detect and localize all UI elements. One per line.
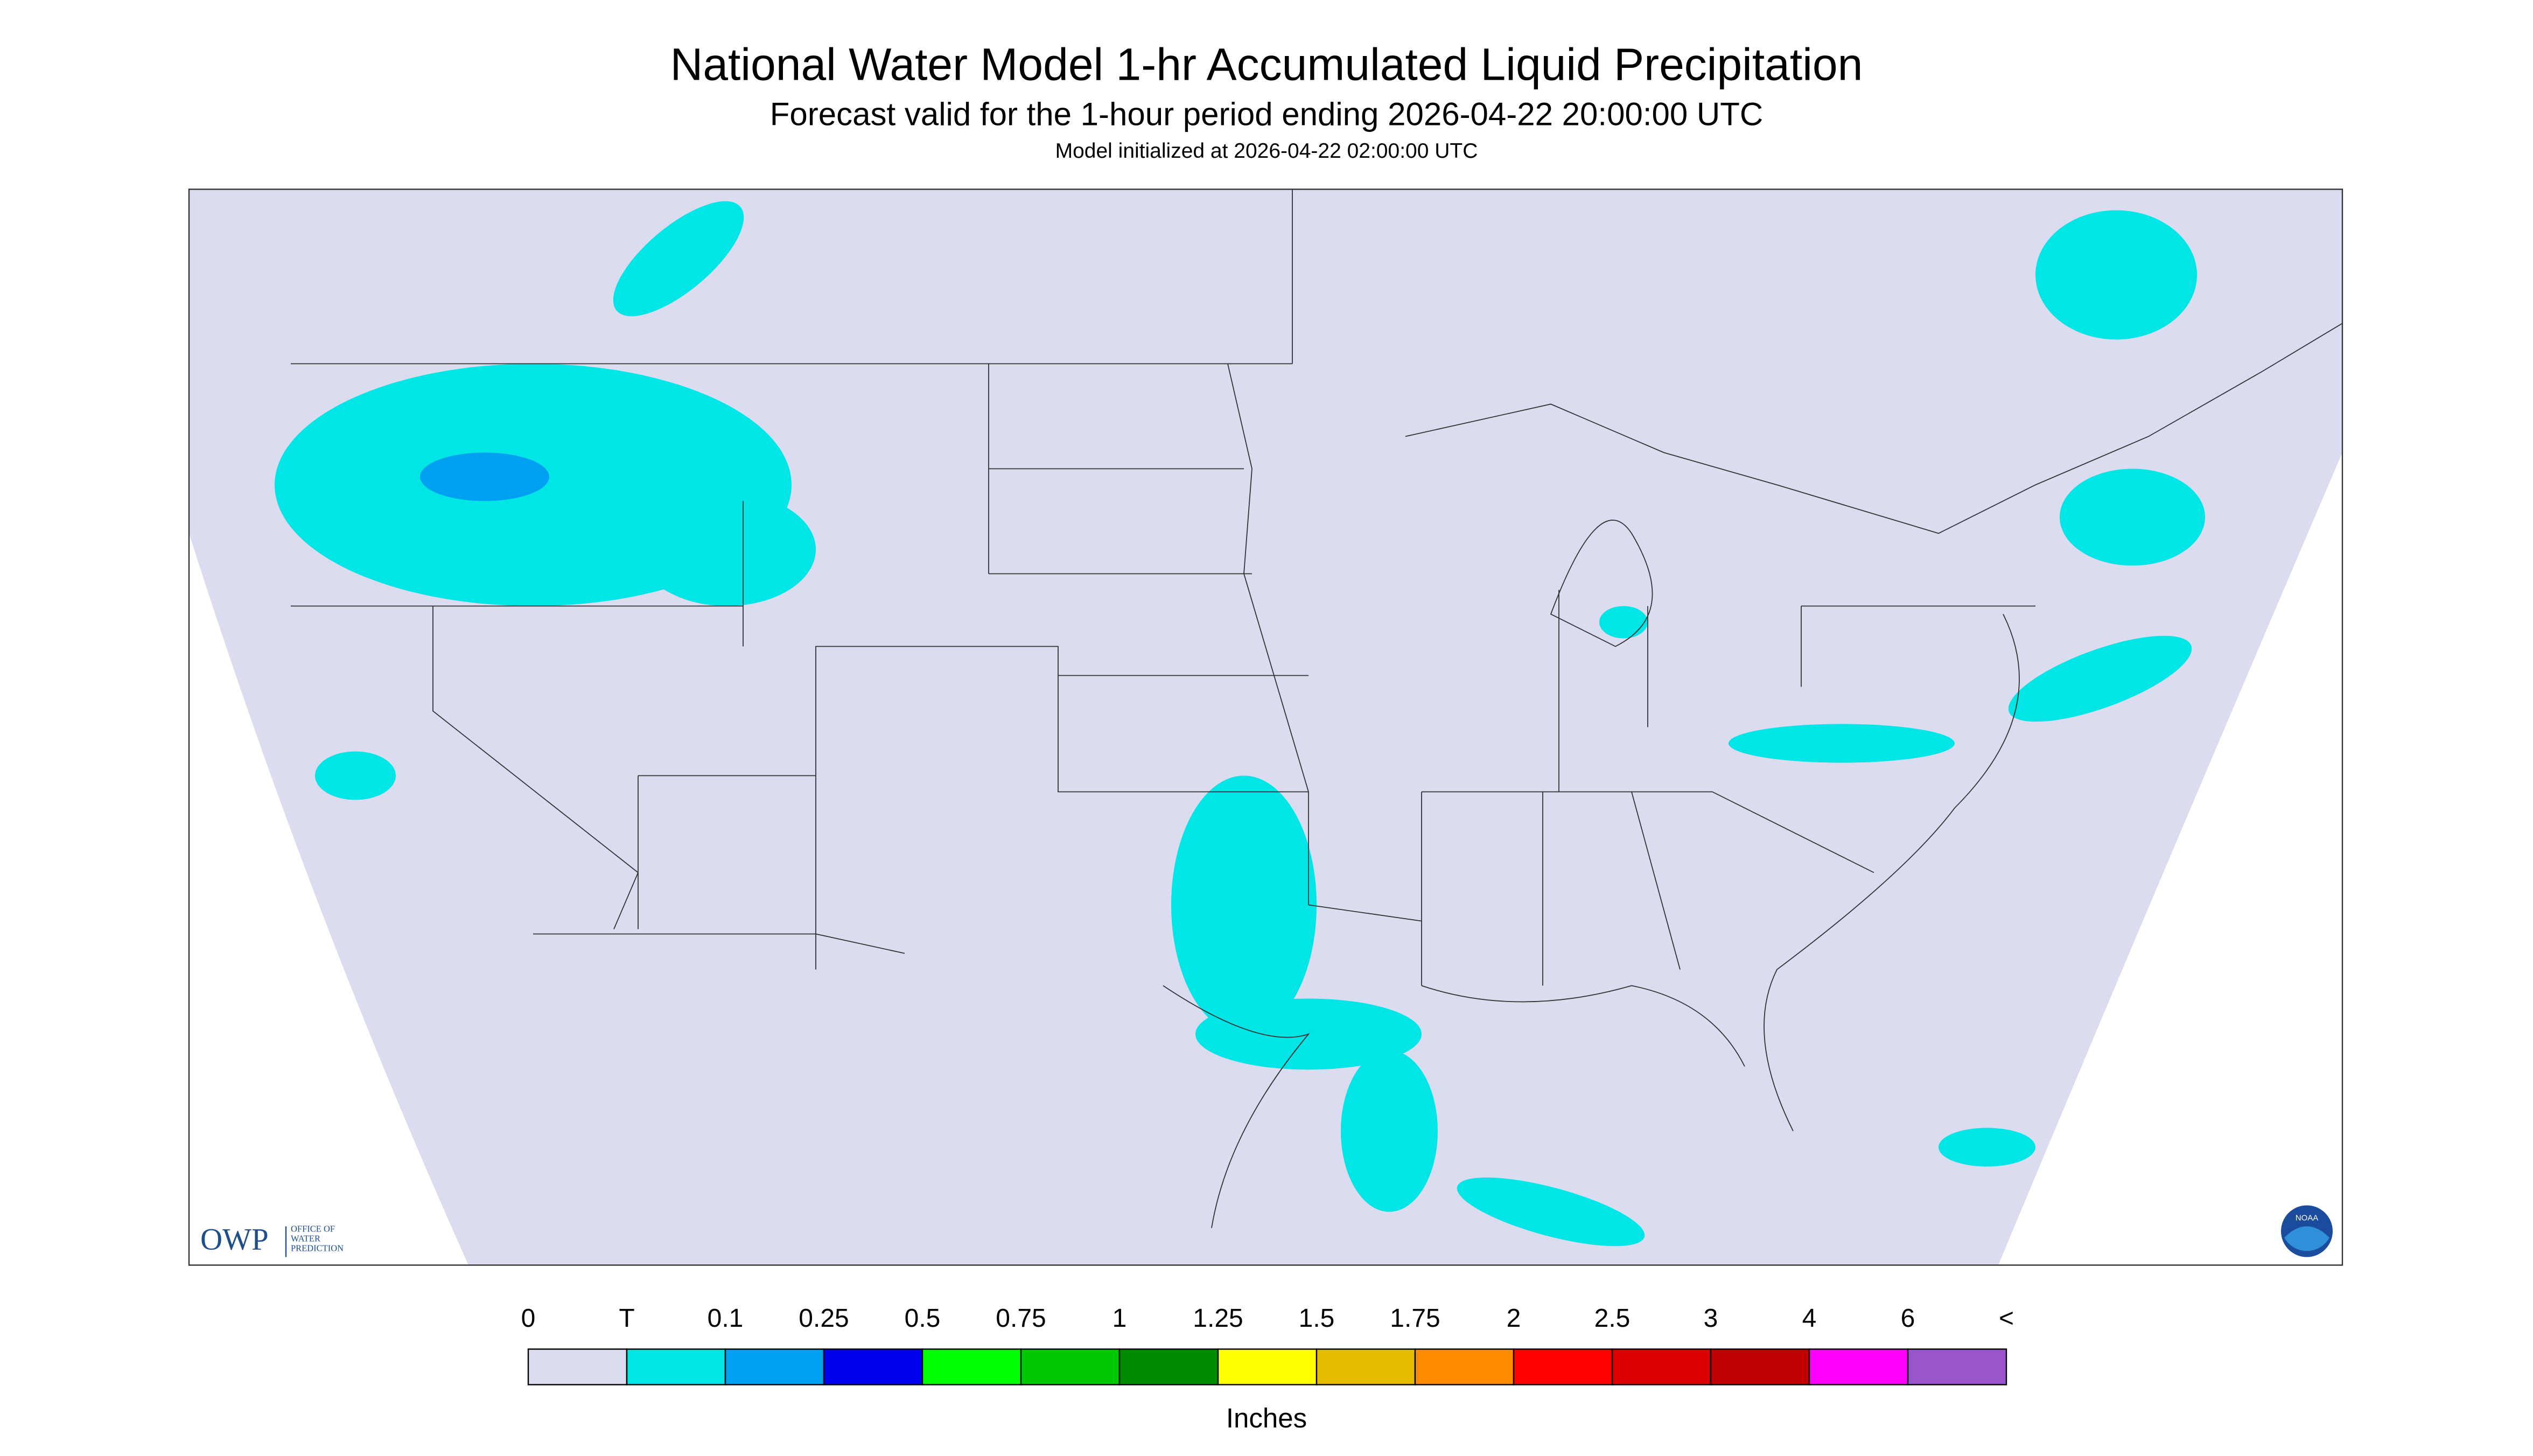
- rain-areas: [275, 201, 2205, 1247]
- legend-unit: Inches: [1226, 1403, 1307, 1433]
- legend-label: 1.75: [1390, 1304, 1440, 1333]
- lake: [1550, 520, 1653, 647]
- legend-swatch: [527, 1348, 628, 1385]
- legend-swatch: [1710, 1348, 1810, 1385]
- legend-swatch: [1020, 1348, 1121, 1385]
- noaa-logo: NOAA: [2281, 1205, 2333, 1257]
- map-frame: [188, 188, 2343, 1266]
- legend-label: 0.75: [996, 1304, 1046, 1333]
- legend-label: 3: [1704, 1304, 1718, 1333]
- rain-area: [2060, 468, 2205, 566]
- legend-swatch: [1217, 1348, 1318, 1385]
- owp-name-line: OFFICE OF: [291, 1223, 335, 1234]
- legend: 0 T 0.1 0.25 0.5 0.75 1 1.25 1.5 1.75 2 2.5 3 4 6 <: [521, 1304, 2014, 1385]
- coastline: [1163, 614, 2020, 1228]
- rain-area: [1599, 606, 1648, 639]
- rain-area: [315, 751, 396, 800]
- legend-label: T: [619, 1304, 634, 1333]
- legend-label: 0.5: [905, 1304, 941, 1333]
- rain-area: [2035, 210, 2197, 340]
- map: OWP OFFICE OF WATER PREDICTION NOAA: [188, 188, 2343, 1266]
- legend-label: <: [1999, 1304, 2014, 1333]
- legend-swatch: [1611, 1348, 1712, 1385]
- projection-domain: [189, 189, 2342, 1265]
- legend-label: 0: [521, 1304, 536, 1333]
- legend-label: 2.5: [1594, 1304, 1631, 1333]
- noaa-text: NOAA: [2296, 1213, 2319, 1222]
- legend-label: 6: [1901, 1304, 1915, 1333]
- owp-logo-text: OWP: [200, 1223, 269, 1257]
- state-lines: [291, 189, 2035, 986]
- legend-swatch: [921, 1348, 1022, 1385]
- legend-swatch: [1907, 1348, 2007, 1385]
- rain-area: [638, 493, 816, 606]
- init-time: Model initialized at 2026-04-22 02:00:00…: [1055, 139, 1478, 163]
- rain-area: [1171, 775, 1317, 1034]
- legend-label: 0.25: [799, 1304, 849, 1333]
- rain-area: [2008, 635, 2192, 722]
- subtitle: Forecast valid for the 1-hour period end…: [770, 96, 1763, 132]
- legend-label: 4: [1802, 1304, 1817, 1333]
- legend-label: 1.5: [1299, 1304, 1335, 1333]
- rain-area: [613, 201, 744, 317]
- legend-swatch: [724, 1348, 825, 1385]
- legend-label: 0.1: [708, 1304, 744, 1333]
- owp-name-line: PREDICTION: [291, 1243, 344, 1253]
- legend-swatch: [1118, 1348, 1219, 1385]
- legend-swatch: [1316, 1348, 1416, 1385]
- legend-label: 1: [1112, 1304, 1127, 1333]
- owp-name: OFFICE OF WATER PREDICTION: [291, 1223, 344, 1253]
- owp-logo: OWP OFFICE OF WATER PREDICTION: [200, 1223, 344, 1257]
- legend-swatch: [1808, 1348, 1909, 1385]
- rain-area: [1729, 724, 1955, 763]
- rain-area: [1341, 1050, 1438, 1212]
- rain-area: [1457, 1177, 1645, 1247]
- legend-swatch: [1513, 1348, 1613, 1385]
- owp-name-line: WATER: [291, 1233, 320, 1243]
- legend-swatch: [823, 1348, 923, 1385]
- noaa-wave: [2284, 1226, 2329, 1251]
- legend-label: 2: [1507, 1304, 1521, 1333]
- legend-swatch: [1414, 1348, 1515, 1385]
- legend-swatch: [626, 1348, 726, 1385]
- rain-area: [1939, 1128, 2035, 1167]
- legend-label: 1.25: [1193, 1304, 1243, 1333]
- rain-area: [420, 452, 549, 501]
- title: National Water Model 1-hr Accumulated Li…: [670, 39, 1863, 90]
